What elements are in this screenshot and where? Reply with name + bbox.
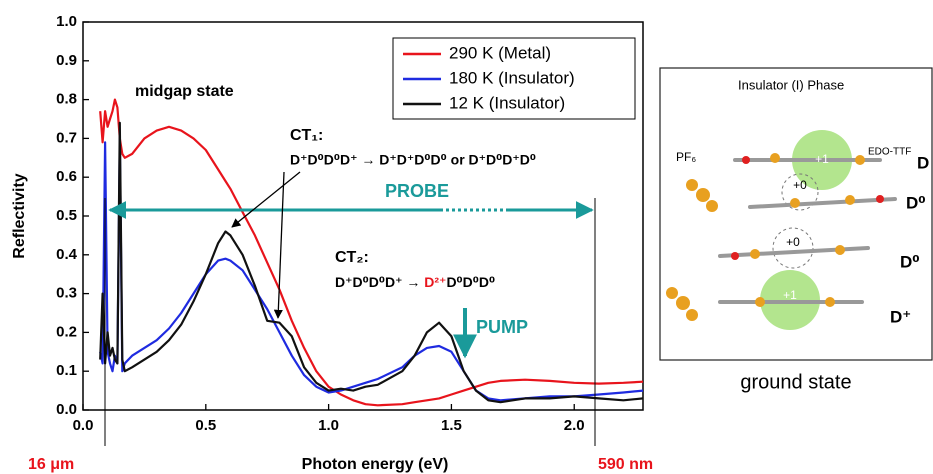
annotation: D⁺D⁰D⁰D⁺ → (335, 274, 424, 290)
annotation: midgap state (135, 83, 234, 100)
data-line (99, 121, 644, 404)
charge-blob (772, 227, 814, 269)
y-tick-label: 0.4 (56, 246, 78, 263)
annotation-arrow (273, 171, 285, 319)
y-tick-label: 0.0 (56, 401, 77, 418)
site-label: D⁰ (906, 193, 926, 212)
x-tick-label: 0.5 (195, 417, 216, 434)
x-axis-label: Photon energy (eV) (302, 456, 449, 473)
anion-label: PF₆ (676, 150, 696, 164)
x-tick-label: 1.0 (318, 417, 339, 434)
annotation: CT₁: (290, 127, 323, 144)
annotation: D⁺D⁰D⁰D⁺ → D²⁺D⁰D⁰D⁰ (335, 274, 495, 290)
site-label: D⁺ (890, 307, 911, 326)
y-tick-label: 0.3 (56, 285, 77, 302)
site-label: D⁰ (900, 252, 920, 271)
annotation: PUMP (476, 317, 528, 337)
site-label: D (917, 153, 929, 172)
y-tick-label: 0.9 (56, 52, 77, 69)
data-line (99, 137, 644, 402)
molecule-label: EDO-TTF (868, 147, 911, 158)
legend-label: 290 K (Metal) (449, 43, 551, 62)
annotation: D⁺D⁰D⁰D⁺ → D⁺D⁺D⁰D⁰ or D⁺D⁰D⁺D⁰ (290, 152, 536, 168)
y-tick-label: 1.0 (56, 13, 77, 30)
y-tick-label: 0.8 (56, 91, 77, 108)
x-tick-label: 2.0 (564, 417, 585, 434)
annotation: D²⁺ (424, 274, 446, 290)
x-tick-label: 1.5 (441, 417, 462, 434)
charge-label: +1 (783, 288, 797, 302)
panel-caption: ground state (740, 371, 851, 393)
annotation-arrow (231, 171, 301, 228)
y-tick-label: 0.1 (56, 362, 77, 379)
data-line (99, 98, 644, 407)
y-tick-label: 0.2 (56, 323, 77, 340)
annotation: 590 nm (598, 456, 653, 473)
molecule (748, 197, 897, 209)
charge-label: +0 (793, 178, 807, 192)
structure-panel: Insulator (I) Phase EDO-TTF PF₆ +1 +0 +0… (659, 67, 933, 361)
legend: 290 K (Metal) 180 K (Insulator) 12 K (Insu… (392, 37, 636, 120)
y-tick-label: 0.6 (56, 168, 77, 185)
charge-label: +1 (815, 152, 829, 166)
x-tick-label: 0.0 (73, 417, 94, 434)
annotation: PROBE (385, 181, 449, 201)
annotation: 16 μm (28, 456, 74, 473)
y-tick-label: 0.7 (56, 129, 77, 146)
legend-label: 180 K (Insulator) (449, 68, 575, 87)
annotation: CT₂: (335, 249, 369, 266)
legend-label: 12 K (Insulator) (449, 93, 565, 112)
charge-blob (781, 173, 819, 211)
y-tick-label: 0.5 (56, 207, 77, 224)
charge-label: +0 (786, 235, 800, 249)
y-axis-label: Reflectivity (11, 173, 28, 258)
plot: 0.0 0.1 0.2 0.3 0.4 0.5 0.6 0.7 0.8 0.9 1.0 0.0 0.5 1… (56, 13, 644, 434)
panel-title: Insulator (I) Phase (738, 77, 844, 92)
annotation: D⁰D⁰D⁰ (446, 274, 495, 290)
